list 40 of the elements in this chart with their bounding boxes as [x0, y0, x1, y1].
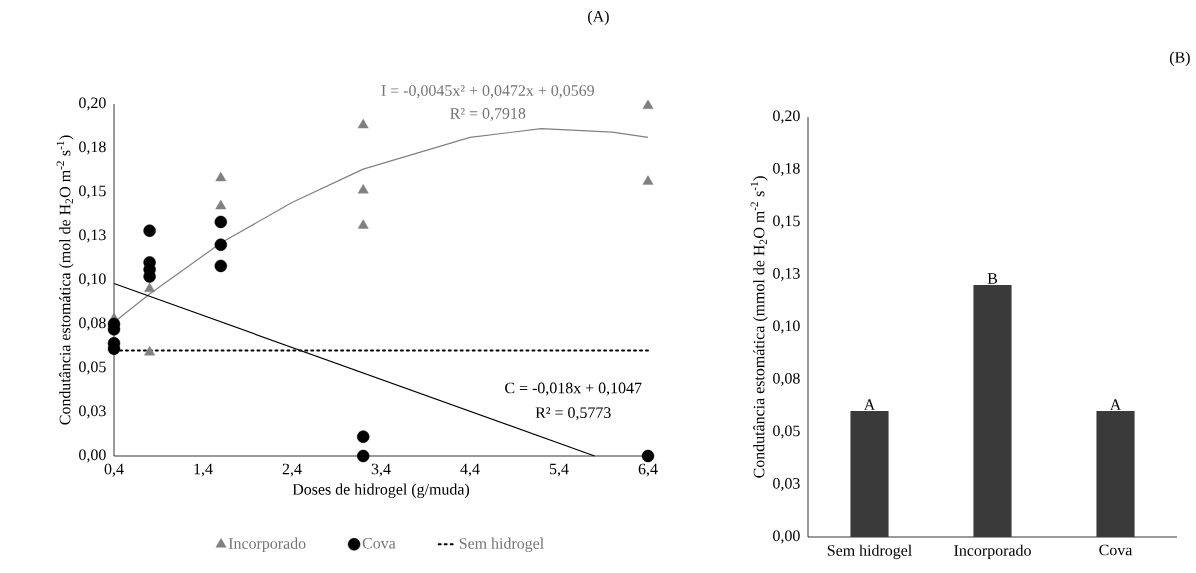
y-tick-label: 0,08: [773, 372, 800, 387]
x-tick-label: Sem hidrogel: [827, 544, 912, 560]
text: I = -0,0045x² + 0,0472x + 0,0569: [381, 85, 594, 99]
annotation: R² = 0,7918: [450, 108, 526, 122]
x-tick-label: 2,4: [282, 463, 302, 477]
y-tick-label: 0,20: [773, 110, 800, 124]
chart-title: (B): [1169, 51, 1190, 66]
annotation: B: [987, 273, 998, 284]
chart-title: (A): [588, 10, 609, 25]
y-tick-label: 0,20: [79, 97, 106, 111]
x-tick-label: 6,4: [638, 463, 658, 477]
y-axis-title: Condutância estomática (mmol de H$_{2}$O m$^{-2}$ s$^{-1}$): [750, 176, 768, 478]
annotation: R² = 0,5773: [535, 407, 611, 421]
y-tick-label: 0,13: [773, 267, 800, 282]
annotation: A: [863, 399, 876, 410]
y-tick-label: 0,05: [773, 425, 800, 439]
y-tick-label: 0,18: [79, 141, 106, 155]
y-tick-label: 0,18: [773, 162, 800, 177]
y-tick-label: 0,05: [79, 361, 106, 375]
y-tick-label: 0,03: [79, 405, 106, 419]
x-tick-label: 5,4: [549, 463, 569, 477]
x-tick-label: Cova: [1099, 544, 1133, 556]
y-tick-label: 0,15: [773, 215, 800, 229]
x-tick-label: 1,4: [194, 463, 213, 477]
y-axis-title: Condutância estomática (mol de H$_{2}$O m$^{-2}$ s$^{-1}$): [56, 135, 74, 425]
x-axis-title: Doses de hidrogel (g/muda): [292, 483, 470, 499]
y-tick-label: 0,10: [773, 320, 800, 334]
y-tick-label: 0,13: [79, 229, 106, 243]
x-tick-label: Incorporado: [954, 544, 1031, 560]
y-tick-label: 0,00: [79, 449, 106, 463]
annotation: C = -0,018x + 0,1047: [505, 382, 642, 396]
x-tick-label: 3,4: [371, 463, 391, 477]
annotation: A: [1109, 399, 1122, 410]
x-tick-label: 4,4: [460, 463, 480, 477]
y-tick-label: 0,15: [79, 185, 106, 199]
y-tick-label: 0,08: [79, 317, 106, 331]
y-tick-label: 0,03: [773, 477, 800, 492]
y-tick-label: 0,00: [773, 530, 800, 544]
x-tick-label: 0,4: [104, 463, 124, 477]
y-tick-label: 0,10: [79, 273, 106, 287]
